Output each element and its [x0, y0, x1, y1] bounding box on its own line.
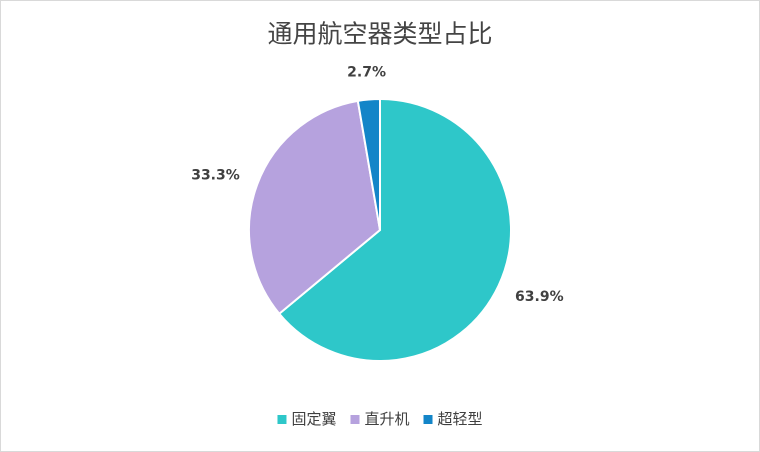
data-label: 63.9% — [515, 289, 564, 305]
legend-label: 直升机 — [364, 410, 409, 428]
pie-slice — [248, 99, 382, 316]
data-label: 2.7% — [347, 65, 386, 81]
legend: 固定翼 直升机 超轻型 — [277, 410, 483, 428]
pie-slice — [277, 97, 512, 362]
legend-swatch — [423, 415, 433, 424]
legend-swatch — [277, 415, 287, 424]
legend-label: 固定翼 — [291, 410, 336, 428]
legend-label: 超轻型 — [438, 410, 483, 428]
legend-swatch — [350, 415, 360, 424]
data-label: 33.3% — [191, 167, 240, 183]
pie: 63.9% 33.3% 2.7% — [191, 65, 564, 362]
chart-title: 通用航空器类型占比 — [267, 20, 492, 49]
pie-slice — [356, 97, 381, 231]
